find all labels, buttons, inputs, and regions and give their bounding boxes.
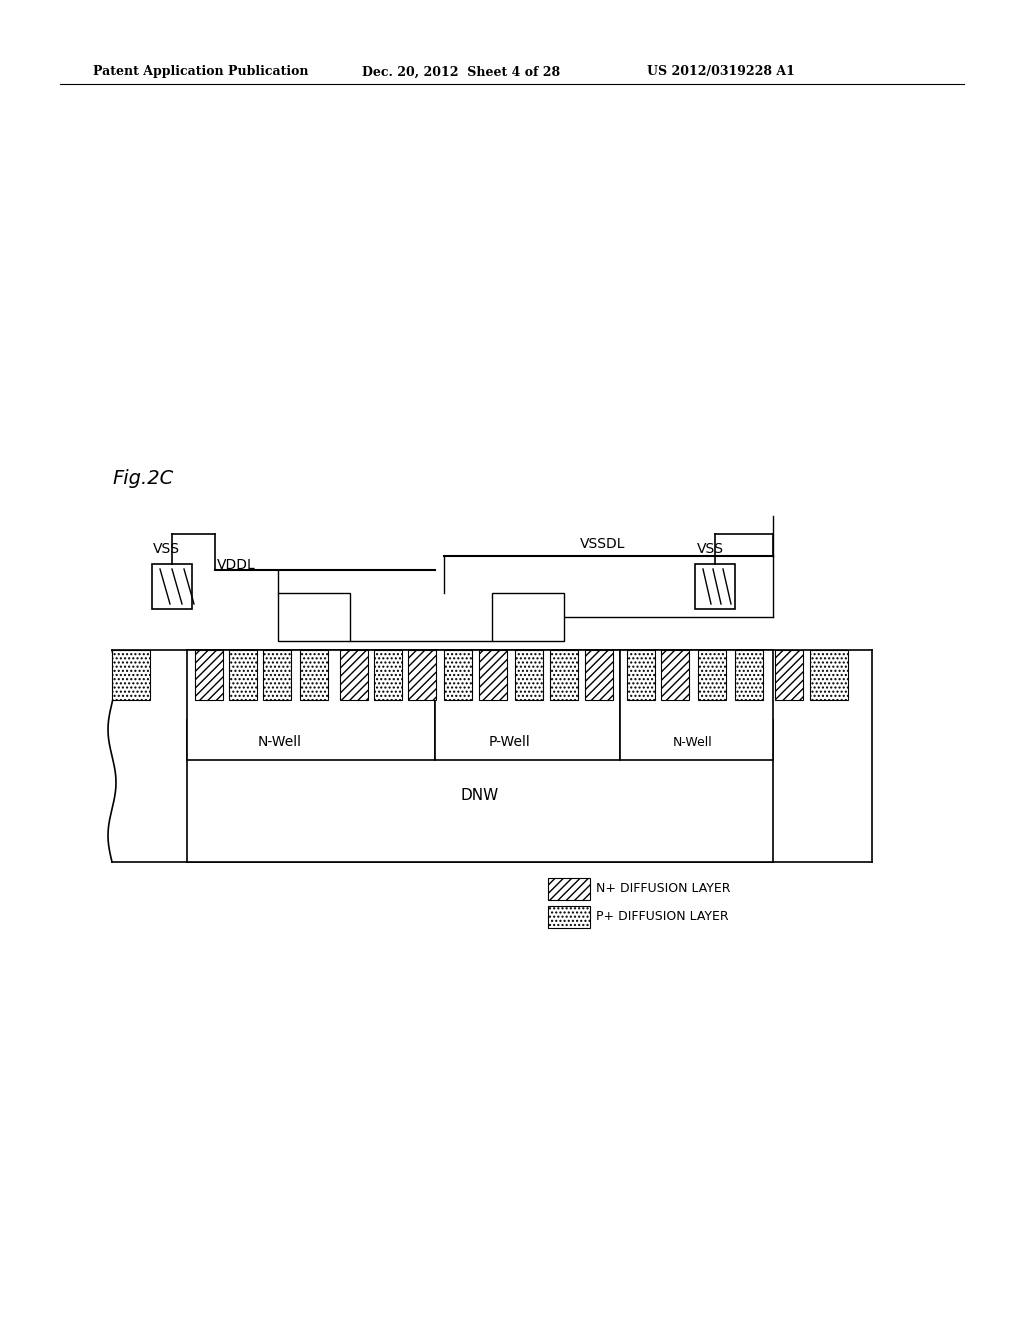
Text: N-Well: N-Well bbox=[258, 735, 302, 748]
Bar bbox=[548, 878, 590, 900]
Bar bbox=[187, 719, 773, 862]
Text: VSS: VSS bbox=[697, 543, 724, 556]
Bar bbox=[278, 593, 350, 642]
Bar bbox=[585, 649, 613, 700]
Text: Dec. 20, 2012  Sheet 4 of 28: Dec. 20, 2012 Sheet 4 of 28 bbox=[362, 66, 560, 78]
Text: Patent Application Publication: Patent Application Publication bbox=[93, 66, 308, 78]
Text: VSS: VSS bbox=[153, 543, 180, 556]
Bar bbox=[444, 649, 472, 700]
Bar bbox=[408, 649, 436, 700]
Bar bbox=[187, 649, 435, 760]
Bar bbox=[340, 649, 368, 700]
Text: Fig.2C: Fig.2C bbox=[112, 470, 173, 488]
Bar bbox=[735, 649, 763, 700]
Bar bbox=[515, 649, 543, 700]
Bar bbox=[112, 649, 150, 700]
Text: VSSDL: VSSDL bbox=[580, 537, 626, 550]
Text: gate: gate bbox=[514, 610, 542, 623]
Bar bbox=[479, 649, 507, 700]
Bar bbox=[775, 649, 803, 700]
Bar bbox=[627, 649, 655, 700]
Text: P-sub: P-sub bbox=[280, 842, 317, 855]
Bar bbox=[620, 649, 773, 760]
Bar bbox=[229, 649, 257, 700]
Text: DNW: DNW bbox=[461, 788, 499, 803]
Bar bbox=[698, 649, 726, 700]
Bar bbox=[492, 593, 564, 642]
Text: N-Well: N-Well bbox=[673, 735, 713, 748]
Bar bbox=[550, 649, 578, 700]
Text: US 2012/0319228 A1: US 2012/0319228 A1 bbox=[647, 66, 795, 78]
Text: P-Well: P-Well bbox=[489, 735, 530, 748]
Bar bbox=[435, 649, 620, 760]
Bar bbox=[810, 649, 848, 700]
Bar bbox=[374, 649, 402, 700]
Bar bbox=[152, 564, 193, 609]
Text: gate: gate bbox=[300, 610, 328, 623]
Bar bbox=[548, 906, 590, 928]
Bar bbox=[300, 649, 328, 700]
Bar bbox=[195, 649, 223, 700]
Text: P+ DIFFUSION LAYER: P+ DIFFUSION LAYER bbox=[596, 911, 729, 924]
Bar bbox=[695, 564, 735, 609]
Text: N+ DIFFUSION LAYER: N+ DIFFUSION LAYER bbox=[596, 883, 730, 895]
Bar bbox=[263, 649, 291, 700]
Bar bbox=[662, 649, 689, 700]
Text: VDDL: VDDL bbox=[217, 558, 256, 572]
